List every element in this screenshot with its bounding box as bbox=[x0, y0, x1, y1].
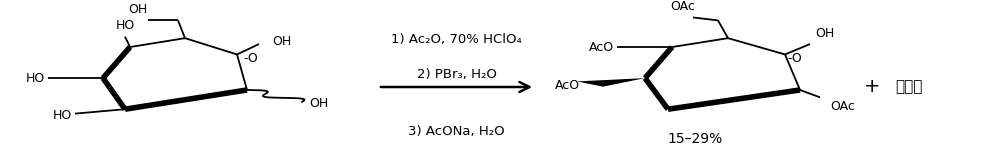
Text: OAc: OAc bbox=[830, 100, 855, 113]
Polygon shape bbox=[577, 78, 645, 87]
Text: HO: HO bbox=[53, 109, 72, 122]
Text: HO: HO bbox=[26, 72, 45, 85]
Text: OH: OH bbox=[272, 35, 291, 48]
Text: 1) Ac₂O, 70% HClO₄: 1) Ac₂O, 70% HClO₄ bbox=[391, 33, 522, 46]
Text: +: + bbox=[864, 77, 880, 96]
Text: OH: OH bbox=[128, 3, 148, 16]
Text: AcO: AcO bbox=[555, 79, 580, 92]
Text: OAc: OAc bbox=[671, 0, 695, 13]
Text: HO: HO bbox=[115, 19, 135, 32]
Text: 3) AcONa, H₂O: 3) AcONa, H₂O bbox=[408, 125, 505, 138]
Text: -O: -O bbox=[243, 52, 258, 65]
Text: 15–29%: 15–29% bbox=[667, 132, 723, 146]
Text: 2) PBr₃, H₂O: 2) PBr₃, H₂O bbox=[417, 68, 496, 81]
Text: OH: OH bbox=[815, 27, 834, 40]
Text: AcO: AcO bbox=[589, 41, 614, 54]
Text: -O: -O bbox=[787, 52, 802, 65]
Text: 副产品: 副产品 bbox=[895, 80, 922, 95]
Text: OH: OH bbox=[309, 97, 328, 110]
